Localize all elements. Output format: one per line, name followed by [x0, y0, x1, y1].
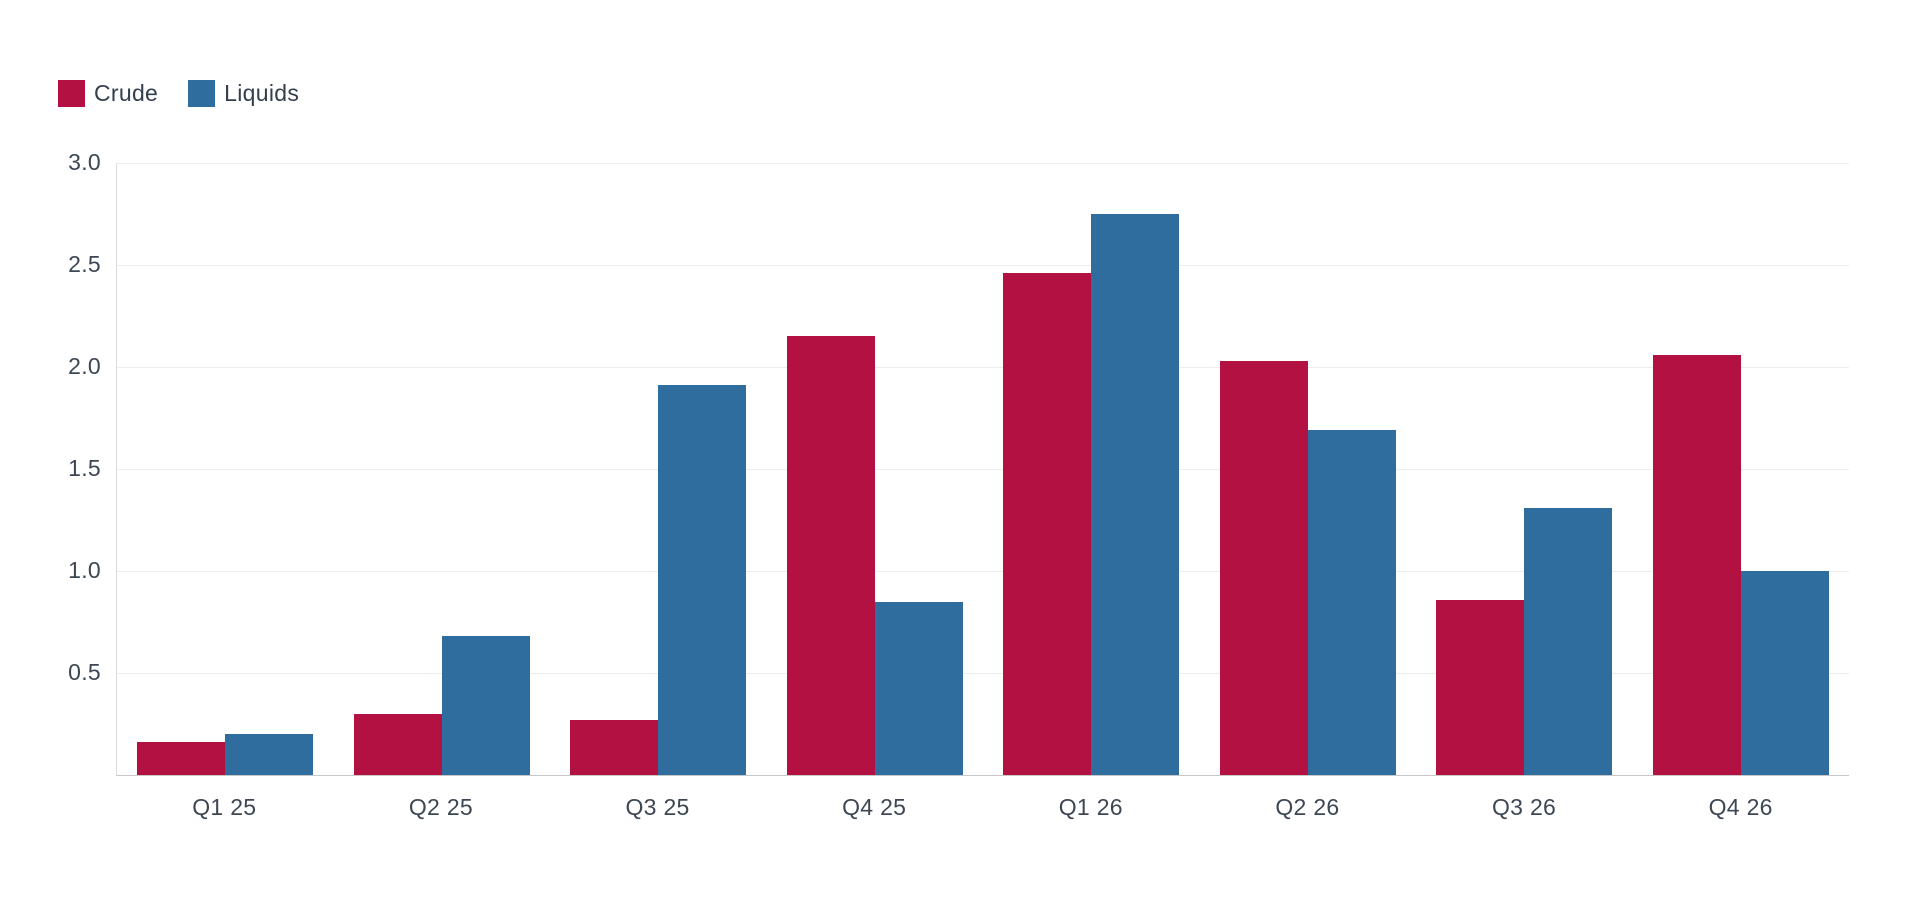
bar-group-q3-25 — [550, 163, 767, 775]
bar-liquids-q3-26 — [1524, 507, 1613, 775]
legend-label-liquids: Liquids — [224, 80, 300, 106]
bar-liquids-q3-25 — [658, 385, 747, 775]
bar-crude-q3-26 — [1436, 599, 1525, 775]
bar-crude-q1-26 — [1003, 273, 1092, 775]
gridline — [117, 163, 1849, 164]
bar-crude-q2-26 — [1219, 360, 1308, 775]
bar-group-q1-25 — [117, 163, 334, 775]
bar-liquids-q2-26 — [1307, 430, 1396, 775]
bar-group-q2-26 — [1200, 163, 1417, 775]
bar-group-q4-25 — [767, 163, 984, 775]
legend-item-liquids[interactable]: Liquids — [188, 80, 299, 107]
bar-crude-q3-25 — [570, 719, 659, 775]
bar-groups — [117, 163, 1849, 775]
y-tick-label: 2.0 — [68, 352, 101, 379]
x-tick-label: Q1 26 — [1058, 794, 1123, 820]
y-tick-label: 2.5 — [68, 250, 101, 277]
bar-group-q1-26 — [983, 163, 1200, 775]
bar-liquids-q2-25 — [441, 636, 530, 775]
x-tick-label: Q4 25 — [842, 794, 907, 820]
bar-group-q3-26 — [1416, 163, 1633, 775]
x-tick-label: Q2 26 — [1275, 794, 1340, 820]
legend: Crude Liquids — [58, 80, 299, 107]
gridline — [117, 571, 1849, 572]
bar-group-q4-26 — [1633, 163, 1850, 775]
y-tick-label: 0.5 — [68, 658, 101, 685]
x-tick-label: Q1 25 — [192, 794, 257, 820]
gridline — [117, 673, 1849, 674]
x-tick-label: Q4 26 — [1708, 794, 1773, 820]
bar-crude-q1-25 — [137, 742, 226, 775]
gridline — [117, 265, 1849, 266]
bar-liquids-q1-26 — [1091, 214, 1180, 775]
bar-liquids-q4-25 — [874, 601, 963, 775]
x-tick-label: Q2 25 — [408, 794, 474, 820]
y-tick-label: 3.0 — [68, 148, 101, 175]
y-tick-label: 1.0 — [68, 556, 101, 583]
x-tick-label: Q3 25 — [625, 794, 690, 820]
x-axis-labels: Q1 25 Q2 25 Q3 25 Q4 25 Q1 26 Q2 26 Q3 26 Q4 26 — [116, 794, 1849, 821]
bar-crude-q2-25 — [353, 713, 442, 775]
legend-item-crude[interactable]: Crude — [58, 80, 158, 107]
x-tick-label: Q3 26 — [1491, 794, 1557, 820]
bar-group-q2-25 — [334, 163, 551, 775]
gridline — [117, 367, 1849, 368]
legend-swatch-crude — [58, 80, 85, 107]
bar-liquids-q1-25 — [225, 734, 314, 775]
y-tick-label: 1.5 — [68, 454, 101, 481]
plot-area: 0.5 1.0 1.5 2.0 2.5 3.0 — [68, 149, 1849, 776]
bar-crude-q4-25 — [786, 336, 875, 775]
legend-label-crude: Crude — [94, 80, 159, 106]
legend-swatch-liquids — [188, 80, 216, 107]
gridline — [117, 469, 1849, 470]
bar-liquids-q4-26 — [1740, 571, 1829, 775]
bar-crude-q4-26 — [1652, 354, 1741, 775]
